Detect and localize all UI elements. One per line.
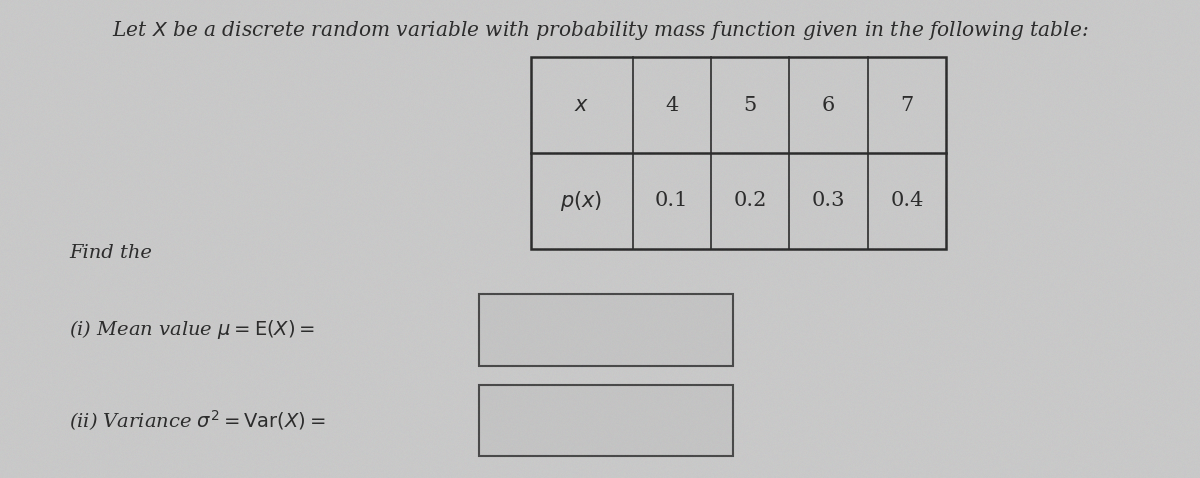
FancyBboxPatch shape bbox=[530, 57, 947, 249]
Text: 0.4: 0.4 bbox=[890, 191, 924, 210]
Text: Let $X$ be a discrete random variable with probability mass function given in th: Let $X$ be a discrete random variable wi… bbox=[112, 19, 1088, 42]
Text: Find the: Find the bbox=[70, 244, 152, 262]
Text: 5: 5 bbox=[744, 96, 757, 115]
FancyBboxPatch shape bbox=[479, 294, 733, 366]
FancyBboxPatch shape bbox=[479, 385, 733, 456]
Text: $p(x)$: $p(x)$ bbox=[560, 189, 602, 213]
Text: (i) Mean value $\mu = \mathrm{E}(X) = $: (i) Mean value $\mu = \mathrm{E}(X) = $ bbox=[70, 318, 316, 341]
Text: $x$: $x$ bbox=[574, 96, 589, 115]
Text: 0.3: 0.3 bbox=[812, 191, 845, 210]
Text: 6: 6 bbox=[822, 96, 835, 115]
Text: 0.2: 0.2 bbox=[733, 191, 767, 210]
Text: 7: 7 bbox=[900, 96, 913, 115]
Text: 4: 4 bbox=[665, 96, 678, 115]
Text: 0.1: 0.1 bbox=[655, 191, 689, 210]
Text: (ii) Variance $\sigma^2 = \mathrm{Var}(X) = $: (ii) Variance $\sigma^2 = \mathrm{Var}(X… bbox=[70, 408, 326, 433]
